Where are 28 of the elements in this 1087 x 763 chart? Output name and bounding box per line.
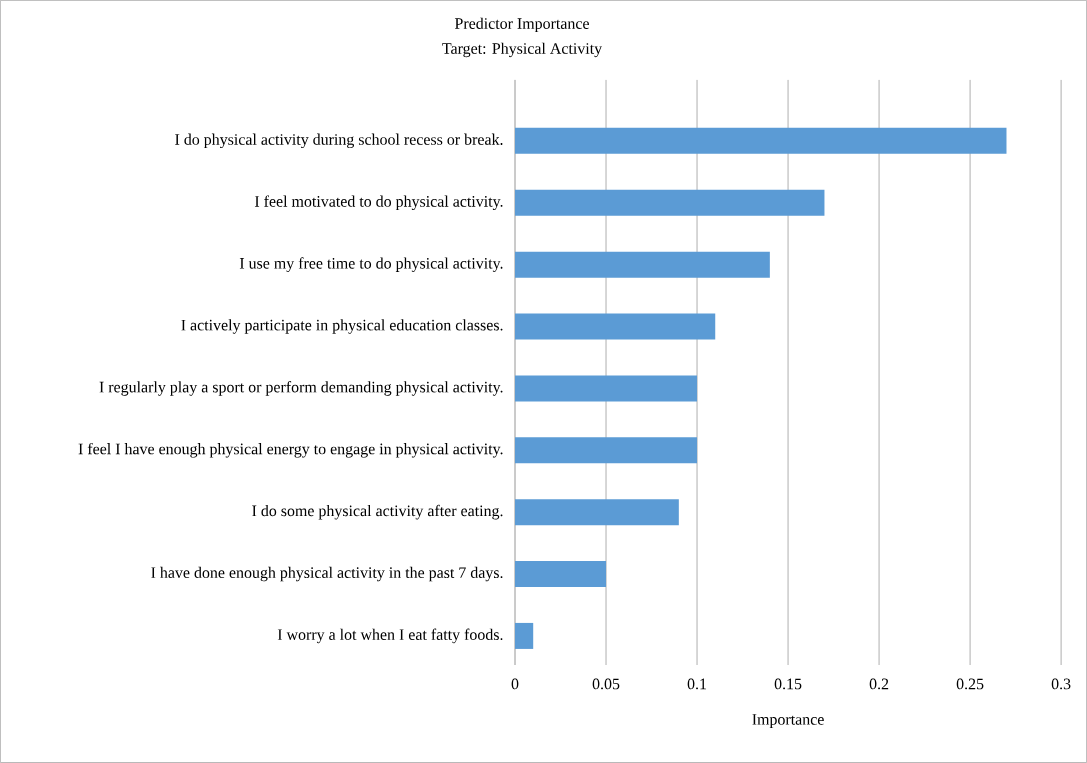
bar — [515, 127, 1007, 154]
bar — [515, 561, 607, 588]
x-axis-title: Importance — [752, 714, 824, 729]
x-tick-label: 0.1 — [687, 678, 707, 690]
x-tick-label: 0.2 — [869, 678, 889, 690]
chart-title: Predictor Importance — [454, 17, 589, 33]
bar — [515, 499, 679, 526]
x-tick-label: 0.15 — [774, 678, 802, 690]
x-tick-label: 0.05 — [592, 678, 620, 690]
bar — [515, 437, 698, 464]
bar — [515, 189, 825, 216]
y-tick-label: I regularly play a sport or perform demanding physical activity. — [99, 381, 503, 396]
x-tick-label: 0.3 — [1051, 678, 1071, 690]
y-tick-label: I actively participate in physical education classes. — [181, 319, 503, 334]
y-tick-label: I do some physical activity after eating. — [252, 504, 503, 520]
y-tick-label: I have done enough physical activity in the past 7 days. — [151, 566, 503, 582]
x-tick-label: 0.25 — [956, 678, 984, 690]
chart-subtitle: Target: Physical Activity — [442, 42, 603, 58]
y-tick-label: I worry a lot when I eat fatty foods. — [277, 628, 503, 644]
y-tick-label: I do physical activity during school recess or break. — [175, 133, 503, 149]
bar — [515, 622, 534, 649]
y-tick-label: I feel motivated to do physical activity. — [254, 195, 503, 211]
bar — [515, 313, 716, 340]
bar — [515, 251, 770, 278]
x-tick-label: 0 — [511, 678, 519, 690]
y-tick-label: I feel I have enough physical energy to engage in physical activity. — [78, 442, 503, 458]
bar — [515, 375, 698, 402]
y-tick-label: I use my free time to do physical activity. — [239, 257, 503, 272]
